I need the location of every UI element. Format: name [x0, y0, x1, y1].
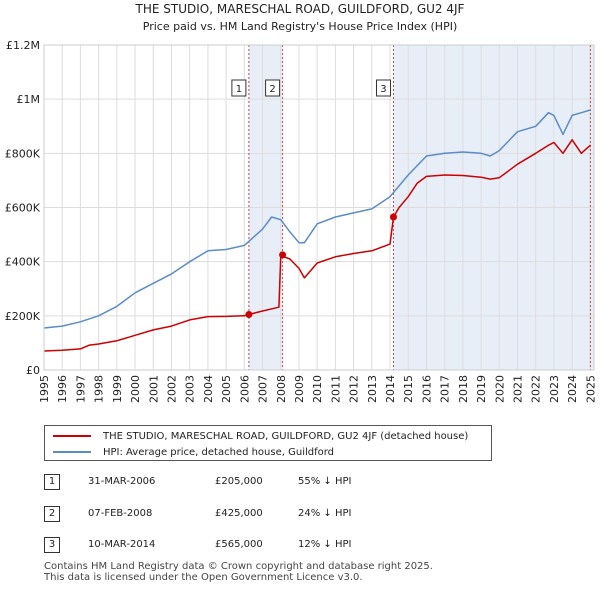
footer-copyright: Contains HM Land Registry data © Crown c…	[44, 561, 433, 572]
price-chart: THE STUDIO, MARESCHAL ROAD, GUILDFORD, G…	[5, 2, 598, 403]
x-tick-label: 2010	[311, 375, 324, 403]
x-tick-label: 2008	[275, 375, 288, 403]
y-tick-label: £800K	[5, 147, 41, 160]
x-tick-label: 2000	[129, 375, 142, 403]
sale-point	[245, 310, 253, 318]
sale-date: 10-MAR-2014	[88, 539, 156, 550]
x-tick-label: 2014	[384, 375, 397, 403]
x-tick-label: 1996	[56, 375, 69, 403]
sale-row: 1 31-MAR-2006 £205,000 55% ↓ HPI	[44, 474, 464, 492]
sale-hpi-diff: 12% ↓ HPI	[298, 539, 352, 550]
annotation-box	[265, 79, 281, 97]
sale-date: 31-MAR-2006	[88, 476, 156, 487]
plot-frame	[43, 44, 595, 371]
x-tick-label: 2013	[366, 375, 379, 403]
x-tick-label: 2024	[566, 375, 579, 403]
x-tick-label: 2007	[257, 375, 270, 403]
chart-subtitle: Price paid vs. HM Land Registry's House …	[143, 20, 458, 33]
x-tick-label: 1997	[74, 375, 87, 403]
x-tick-label: 2021	[512, 375, 525, 403]
sale-price: £205,000	[215, 476, 263, 487]
x-tick-label: 2022	[530, 375, 543, 403]
x-tick-label: 2012	[348, 375, 361, 403]
sale-point	[389, 213, 397, 221]
y-tick-label: £1.2M	[6, 39, 40, 52]
x-tick-label: 2003	[184, 375, 197, 403]
legend-swatch-hpi	[53, 451, 91, 453]
sale-date: 07-FEB-2008	[88, 508, 153, 519]
sale-point	[279, 251, 287, 259]
x-tick-label: 1999	[111, 375, 124, 403]
footer-license: This data is licensed under the Open Gov…	[44, 572, 363, 583]
sale-price: £565,000	[215, 539, 263, 550]
x-tick-label: 2023	[548, 375, 561, 403]
annotation-label: 1	[236, 84, 242, 95]
annotation-label: 3	[380, 84, 386, 95]
x-tick-label: 2025	[584, 375, 597, 403]
hpi-line	[43, 109, 591, 329]
y-tick-label: £0	[26, 364, 40, 377]
x-tick-label: 2016	[420, 375, 433, 403]
y-tick-label: £200K	[5, 310, 41, 323]
y-tick-label: £600K	[5, 202, 41, 215]
x-tick-label: 2001	[147, 375, 160, 403]
legend-item-hpi: HPI: Average price, detached house, Guil…	[53, 444, 334, 460]
x-tick-label: 2005	[220, 375, 233, 403]
sale-number-badge: 2	[44, 506, 60, 522]
sale-hpi-diff: 24% ↓ HPI	[298, 508, 352, 519]
sale-row: 3 10-MAR-2014 £565,000 12% ↓ HPI	[44, 537, 464, 555]
x-tick-label: 2020	[493, 375, 506, 403]
legend-label-hpi: HPI: Average price, detached house, Guil…	[103, 446, 335, 458]
chart-title: THE STUDIO, MARESCHAL ROAD, GUILDFORD, G…	[135, 2, 465, 16]
y-tick-label: £1M	[17, 93, 41, 106]
x-tick-label: 2004	[202, 375, 215, 403]
annotation-box	[231, 79, 247, 97]
sale-row: 2 07-FEB-2008 £425,000 24% ↓ HPI	[44, 506, 464, 524]
x-tick-label: 1995	[38, 375, 51, 403]
annotation-label: 2	[269, 84, 275, 95]
property-price-line	[43, 139, 591, 352]
x-tick-label: 2017	[439, 375, 452, 403]
x-tick-label: 2006	[238, 375, 251, 403]
x-tick-label: 1998	[93, 375, 106, 403]
chart-legend: THE STUDIO, MARESCHAL ROAD, GUILDFORD, G…	[44, 425, 492, 461]
x-tick-label: 2015	[402, 375, 415, 403]
legend-item-property: THE STUDIO, MARESCHAL ROAD, GUILDFORD, G…	[53, 428, 468, 444]
footer-attribution: Contains HM Land Registry data © Crown c…	[44, 561, 433, 583]
x-tick-label: 2018	[457, 375, 470, 403]
annotation-box	[375, 79, 391, 97]
x-tick-label: 2011	[329, 375, 342, 403]
x-tick-label: 2002	[165, 375, 178, 403]
legend-swatch-property	[53, 435, 91, 437]
x-tick-label: 2009	[293, 375, 306, 403]
sale-hpi-diff: 55% ↓ HPI	[298, 476, 352, 487]
sale-price: £425,000	[215, 508, 263, 519]
y-tick-label: £400K	[5, 256, 41, 269]
x-tick-label: 2019	[475, 375, 488, 403]
legend-label-property: THE STUDIO, MARESCHAL ROAD, GUILDFORD, G…	[103, 430, 469, 442]
sale-number-badge: 1	[44, 474, 60, 490]
sale-number-badge: 3	[44, 537, 60, 553]
